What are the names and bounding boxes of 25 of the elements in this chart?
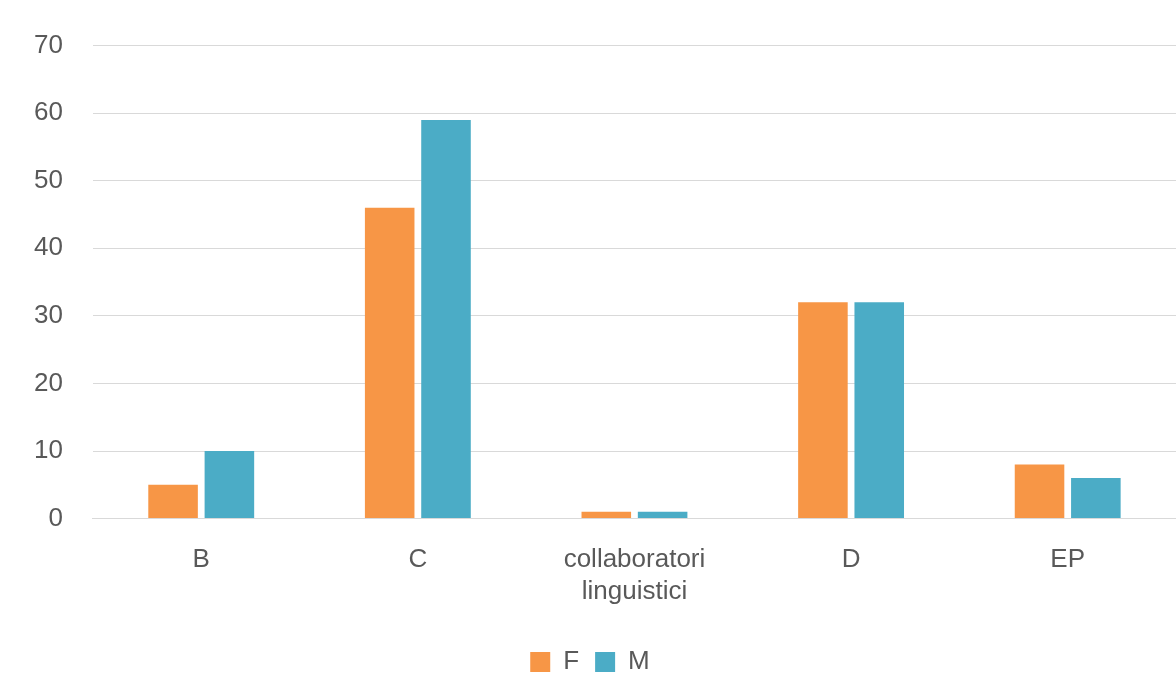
- bar: [798, 302, 848, 519]
- legend-label: M: [628, 645, 650, 676]
- y-tick-label: 0: [48, 501, 63, 532]
- y-tick-label: 40: [34, 231, 63, 262]
- bar: [204, 451, 255, 519]
- x-tick-label: D: [841, 543, 861, 574]
- bar: [854, 302, 905, 519]
- x-tick-label: C: [408, 543, 428, 574]
- x-tick-label: B: [192, 543, 210, 574]
- bar: [1014, 464, 1065, 519]
- y-tick-label: 10: [34, 434, 63, 465]
- x-tick-label: EP: [1050, 543, 1086, 574]
- bar: [581, 511, 632, 519]
- bar: [1071, 478, 1121, 519]
- bar: [364, 207, 415, 519]
- y-tick-label: 70: [34, 28, 63, 59]
- y-tick-label: 60: [34, 96, 63, 127]
- bar: [637, 511, 688, 519]
- bar: [421, 119, 471, 519]
- legend-label: F: [563, 645, 580, 676]
- bar: [148, 484, 198, 519]
- x-tick-label: collaboratori linguistici: [563, 543, 706, 605]
- y-tick-label: 30: [34, 299, 63, 330]
- y-tick-label: 20: [34, 366, 63, 397]
- y-tick-label: 50: [34, 163, 63, 194]
